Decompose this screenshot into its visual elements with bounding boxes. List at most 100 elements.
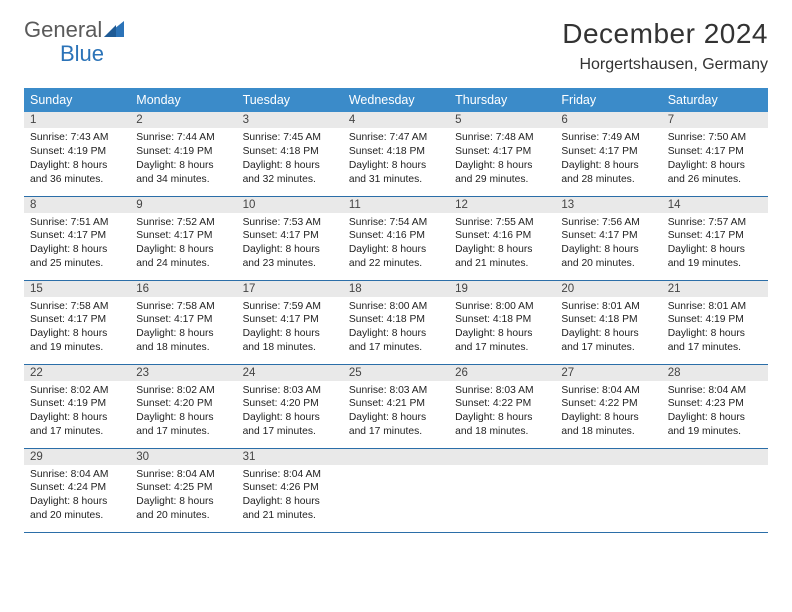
- day-number: 25: [343, 365, 449, 381]
- calendar-row: 22Sunrise: 8:02 AMSunset: 4:19 PMDayligh…: [24, 364, 768, 448]
- day-number: 20: [555, 281, 661, 297]
- day-body: Sunrise: 7:49 AMSunset: 4:17 PMDaylight:…: [555, 128, 661, 191]
- day-number: 24: [237, 365, 343, 381]
- day-body: Sunrise: 8:02 AMSunset: 4:20 PMDaylight:…: [130, 381, 236, 444]
- day-body: Sunrise: 7:58 AMSunset: 4:17 PMDaylight:…: [130, 297, 236, 360]
- day-number: 6: [555, 112, 661, 128]
- calendar-cell: [555, 448, 661, 532]
- calendar-cell: 29Sunrise: 8:04 AMSunset: 4:24 PMDayligh…: [24, 448, 130, 532]
- day-body: Sunrise: 7:52 AMSunset: 4:17 PMDaylight:…: [130, 213, 236, 276]
- day-number: 12: [449, 197, 555, 213]
- day-number: 28: [662, 365, 768, 381]
- day-number-empty: [555, 449, 661, 465]
- day-body: Sunrise: 8:01 AMSunset: 4:19 PMDaylight:…: [662, 297, 768, 360]
- calendar-cell: 23Sunrise: 8:02 AMSunset: 4:20 PMDayligh…: [130, 364, 236, 448]
- day-number: 21: [662, 281, 768, 297]
- day-body: Sunrise: 7:47 AMSunset: 4:18 PMDaylight:…: [343, 128, 449, 191]
- day-number: 7: [662, 112, 768, 128]
- calendar-cell: 5Sunrise: 7:48 AMSunset: 4:17 PMDaylight…: [449, 112, 555, 196]
- day-body-empty: [662, 465, 768, 525]
- day-body: Sunrise: 7:44 AMSunset: 4:19 PMDaylight:…: [130, 128, 236, 191]
- day-header: Tuesday: [237, 88, 343, 112]
- calendar-cell: 31Sunrise: 8:04 AMSunset: 4:26 PMDayligh…: [237, 448, 343, 532]
- day-body: Sunrise: 7:58 AMSunset: 4:17 PMDaylight:…: [24, 297, 130, 360]
- day-body: Sunrise: 7:54 AMSunset: 4:16 PMDaylight:…: [343, 213, 449, 276]
- calendar-cell: 25Sunrise: 8:03 AMSunset: 4:21 PMDayligh…: [343, 364, 449, 448]
- calendar-cell: [343, 448, 449, 532]
- day-number: 15: [24, 281, 130, 297]
- day-number: 22: [24, 365, 130, 381]
- day-body: Sunrise: 7:59 AMSunset: 4:17 PMDaylight:…: [237, 297, 343, 360]
- calendar-cell: 12Sunrise: 7:55 AMSunset: 4:16 PMDayligh…: [449, 196, 555, 280]
- day-body: Sunrise: 7:45 AMSunset: 4:18 PMDaylight:…: [237, 128, 343, 191]
- day-body: Sunrise: 8:04 AMSunset: 4:24 PMDaylight:…: [24, 465, 130, 528]
- calendar-cell: [662, 448, 768, 532]
- day-number: 4: [343, 112, 449, 128]
- day-number-empty: [449, 449, 555, 465]
- calendar-cell: 14Sunrise: 7:57 AMSunset: 4:17 PMDayligh…: [662, 196, 768, 280]
- day-number: 19: [449, 281, 555, 297]
- calendar-table: SundayMondayTuesdayWednesdayThursdayFrid…: [24, 88, 768, 533]
- day-body: Sunrise: 7:56 AMSunset: 4:17 PMDaylight:…: [555, 213, 661, 276]
- day-number: 3: [237, 112, 343, 128]
- day-number-empty: [662, 449, 768, 465]
- day-header: Friday: [555, 88, 661, 112]
- day-body: Sunrise: 7:55 AMSunset: 4:16 PMDaylight:…: [449, 213, 555, 276]
- day-header-row: SundayMondayTuesdayWednesdayThursdayFrid…: [24, 88, 768, 112]
- calendar-cell: [449, 448, 555, 532]
- brand-logo: GeneralBlue: [24, 18, 125, 66]
- calendar-cell: 3Sunrise: 7:45 AMSunset: 4:18 PMDaylight…: [237, 112, 343, 196]
- day-number: 10: [237, 197, 343, 213]
- calendar-cell: 17Sunrise: 7:59 AMSunset: 4:17 PMDayligh…: [237, 280, 343, 364]
- day-header: Thursday: [449, 88, 555, 112]
- location-label: Horgertshausen, Germany: [562, 56, 768, 74]
- day-number: 29: [24, 449, 130, 465]
- day-body: Sunrise: 7:51 AMSunset: 4:17 PMDaylight:…: [24, 213, 130, 276]
- calendar-cell: 10Sunrise: 7:53 AMSunset: 4:17 PMDayligh…: [237, 196, 343, 280]
- brand-part2: Blue: [60, 41, 104, 66]
- calendar-cell: 11Sunrise: 7:54 AMSunset: 4:16 PMDayligh…: [343, 196, 449, 280]
- day-number: 27: [555, 365, 661, 381]
- day-number: 8: [24, 197, 130, 213]
- day-number: 16: [130, 281, 236, 297]
- day-body-empty: [555, 465, 661, 525]
- day-number: 5: [449, 112, 555, 128]
- day-body-empty: [343, 465, 449, 525]
- day-body: Sunrise: 8:01 AMSunset: 4:18 PMDaylight:…: [555, 297, 661, 360]
- day-body: Sunrise: 7:43 AMSunset: 4:19 PMDaylight:…: [24, 128, 130, 191]
- brand-triangle-icon: [104, 21, 124, 42]
- day-body: Sunrise: 7:57 AMSunset: 4:17 PMDaylight:…: [662, 213, 768, 276]
- calendar-cell: 18Sunrise: 8:00 AMSunset: 4:18 PMDayligh…: [343, 280, 449, 364]
- calendar-cell: 30Sunrise: 8:04 AMSunset: 4:25 PMDayligh…: [130, 448, 236, 532]
- day-body: Sunrise: 7:50 AMSunset: 4:17 PMDaylight:…: [662, 128, 768, 191]
- day-number: 11: [343, 197, 449, 213]
- calendar-row: 29Sunrise: 8:04 AMSunset: 4:24 PMDayligh…: [24, 448, 768, 532]
- calendar-row: 1Sunrise: 7:43 AMSunset: 4:19 PMDaylight…: [24, 112, 768, 196]
- day-body: Sunrise: 7:53 AMSunset: 4:17 PMDaylight:…: [237, 213, 343, 276]
- title-block: December 2024 Horgertshausen, Germany: [562, 18, 768, 74]
- calendar-cell: 28Sunrise: 8:04 AMSunset: 4:23 PMDayligh…: [662, 364, 768, 448]
- day-header: Saturday: [662, 88, 768, 112]
- calendar-cell: 24Sunrise: 8:03 AMSunset: 4:20 PMDayligh…: [237, 364, 343, 448]
- calendar-cell: 1Sunrise: 7:43 AMSunset: 4:19 PMDaylight…: [24, 112, 130, 196]
- day-header: Wednesday: [343, 88, 449, 112]
- day-body: Sunrise: 8:04 AMSunset: 4:25 PMDaylight:…: [130, 465, 236, 528]
- calendar-row: 8Sunrise: 7:51 AMSunset: 4:17 PMDaylight…: [24, 196, 768, 280]
- day-body: Sunrise: 8:03 AMSunset: 4:22 PMDaylight:…: [449, 381, 555, 444]
- day-body: Sunrise: 8:04 AMSunset: 4:23 PMDaylight:…: [662, 381, 768, 444]
- day-body: Sunrise: 8:03 AMSunset: 4:21 PMDaylight:…: [343, 381, 449, 444]
- day-number: 18: [343, 281, 449, 297]
- day-header: Monday: [130, 88, 236, 112]
- calendar-cell: 19Sunrise: 8:00 AMSunset: 4:18 PMDayligh…: [449, 280, 555, 364]
- day-number: 13: [555, 197, 661, 213]
- calendar-cell: 9Sunrise: 7:52 AMSunset: 4:17 PMDaylight…: [130, 196, 236, 280]
- day-body-empty: [449, 465, 555, 525]
- calendar-cell: 27Sunrise: 8:04 AMSunset: 4:22 PMDayligh…: [555, 364, 661, 448]
- day-body: Sunrise: 7:48 AMSunset: 4:17 PMDaylight:…: [449, 128, 555, 191]
- calendar-cell: 6Sunrise: 7:49 AMSunset: 4:17 PMDaylight…: [555, 112, 661, 196]
- day-header: Sunday: [24, 88, 130, 112]
- day-number-empty: [343, 449, 449, 465]
- calendar-cell: 8Sunrise: 7:51 AMSunset: 4:17 PMDaylight…: [24, 196, 130, 280]
- brand-part1: General: [24, 17, 102, 42]
- month-title: December 2024: [562, 18, 768, 50]
